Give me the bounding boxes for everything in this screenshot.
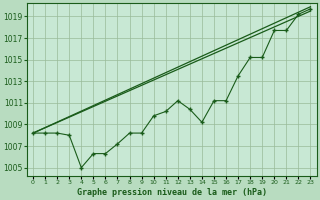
X-axis label: Graphe pression niveau de la mer (hPa): Graphe pression niveau de la mer (hPa) bbox=[77, 188, 267, 197]
